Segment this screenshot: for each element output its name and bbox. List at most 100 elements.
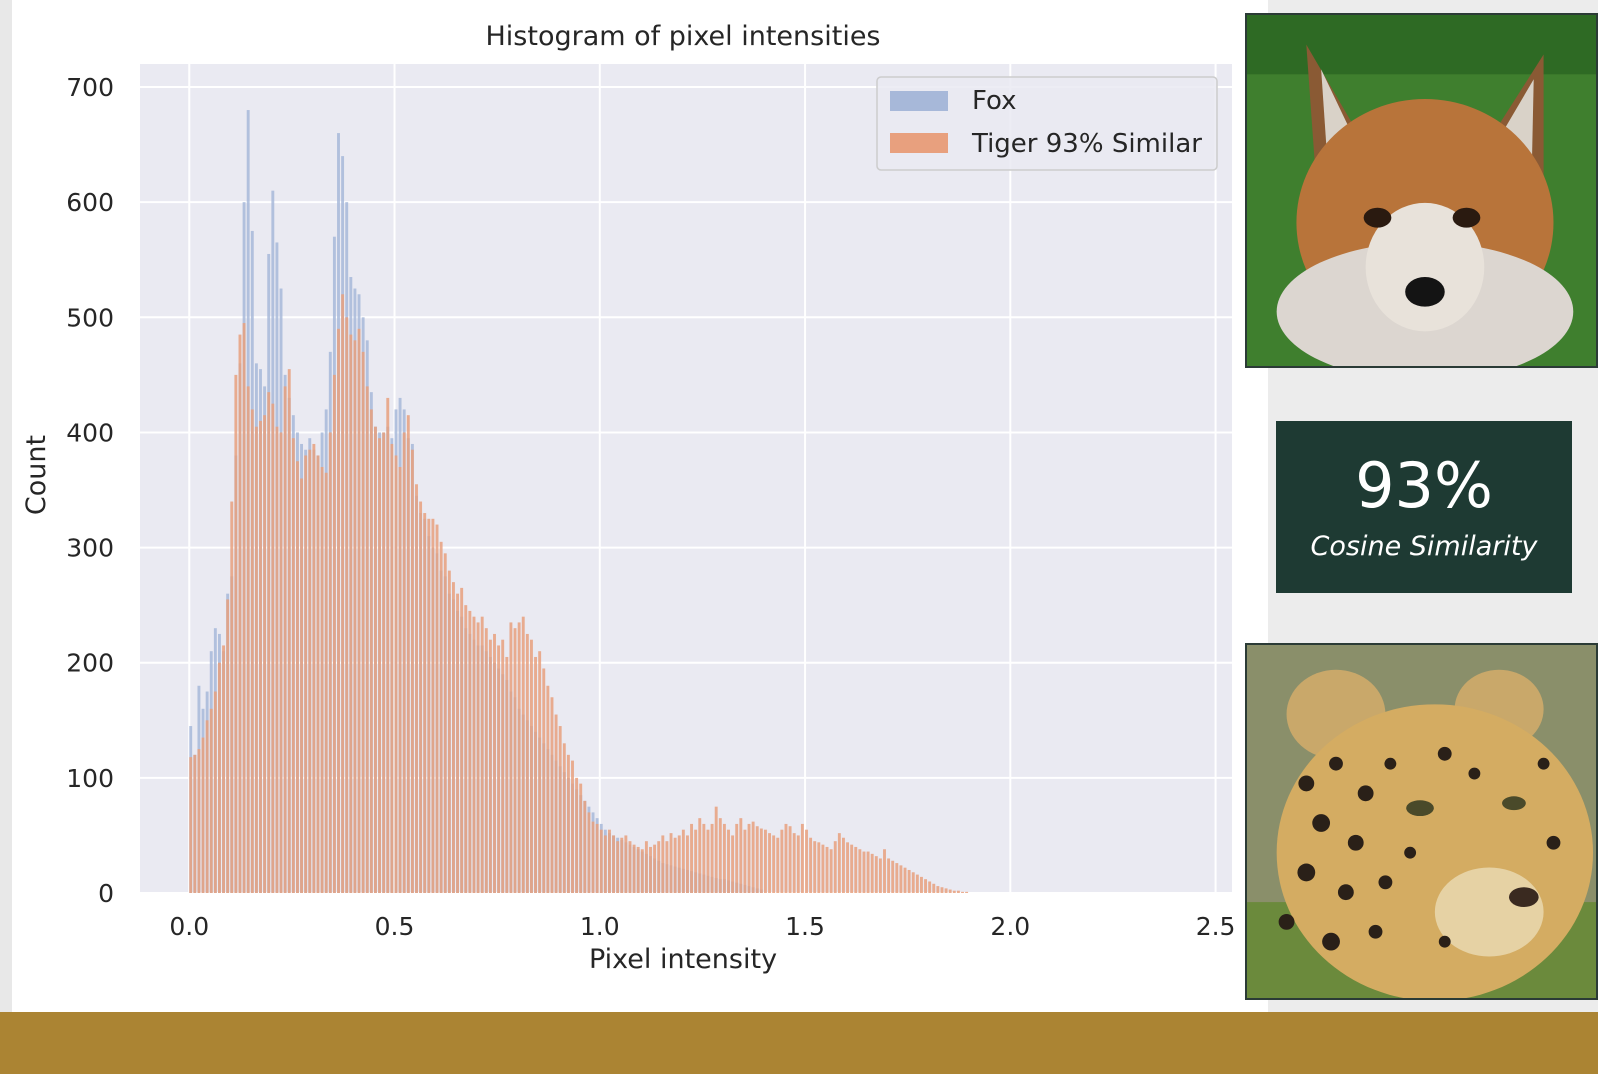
- tiger-bar: [296, 461, 299, 893]
- tiger-bar: [928, 881, 932, 893]
- tiger-bar: [378, 438, 382, 893]
- tiger-bar: [316, 455, 320, 893]
- tiger-bar: [283, 386, 287, 893]
- tiger-bar: [686, 835, 689, 893]
- tiger-bar: [870, 853, 874, 893]
- tiger-bar: [636, 846, 640, 893]
- tiger-bar: [587, 812, 591, 893]
- tiger-bar: [193, 754, 197, 893]
- tiger-bar: [525, 633, 529, 893]
- x-tick-labels: 0.0 0.5 1.0 1.5 2.0 2.5: [169, 912, 1235, 941]
- tiger-bar: [706, 829, 710, 893]
- tiger-bar: [542, 668, 546, 893]
- tiger-bar: [579, 783, 583, 893]
- tiger-bar: [644, 841, 648, 893]
- x-tick-label: 0.5: [375, 912, 415, 941]
- tiger-bar: [895, 863, 899, 893]
- tiger-bar: [382, 432, 386, 893]
- tiger-bar: [550, 697, 554, 893]
- chart-title: Histogram of pixel intensities: [486, 21, 881, 52]
- tiger-bar: [480, 616, 484, 893]
- tiger-bar: [866, 851, 870, 893]
- tiger-bar: [759, 828, 763, 893]
- tiger-bar: [891, 860, 895, 893]
- tiger-bar: [698, 818, 702, 893]
- tiger-bar: [209, 708, 213, 893]
- tiger-bar: [862, 851, 866, 893]
- tiger-bar: [452, 582, 455, 893]
- tiger-bar: [755, 826, 759, 893]
- tiger-bar: [751, 821, 755, 893]
- tiger-bars: [189, 294, 969, 893]
- fox-photo-icon: [1247, 15, 1596, 366]
- tiger-bar: [353, 340, 357, 893]
- tiger-bar: [419, 501, 423, 893]
- legend-swatch-fox: [890, 91, 948, 111]
- tiger-bar: [883, 849, 886, 893]
- tiger-bar: [932, 883, 936, 893]
- plot-area: [140, 64, 1232, 893]
- x-axis-label: Pixel intensity: [589, 944, 777, 975]
- y-tick-label: 600: [66, 188, 114, 217]
- tiger-bar: [599, 829, 603, 893]
- tiger-bar: [517, 622, 521, 893]
- legend-box: [876, 76, 1218, 171]
- tiger-bar: [903, 867, 907, 893]
- tiger-bar: [878, 858, 882, 893]
- tiger-bar: [792, 833, 796, 893]
- x-tick-label: 1.0: [580, 912, 620, 941]
- tiger-bar: [612, 835, 616, 893]
- y-tick-label: 300: [66, 534, 114, 563]
- tiger-bar: [328, 432, 332, 893]
- tiger-bar: [201, 737, 205, 893]
- tiger-bar: [386, 397, 390, 893]
- tiger-bar: [739, 818, 743, 893]
- tiger-bar: [727, 829, 730, 893]
- tiger-bar: [924, 879, 928, 893]
- y-tick-label: 500: [66, 303, 114, 332]
- tiger-bar: [796, 835, 800, 893]
- tiger-bar: [595, 823, 599, 893]
- y-tick-label: 400: [66, 418, 114, 447]
- tiger-bar: [538, 651, 542, 893]
- tiger-bar: [279, 432, 283, 893]
- tiger-bar: [501, 639, 505, 893]
- x-tick-label: 2.0: [990, 912, 1030, 941]
- tiger-bar: [850, 844, 854, 893]
- tiger-bar: [226, 599, 230, 893]
- tiger-bar: [546, 685, 550, 893]
- tiger-bar: [365, 386, 369, 893]
- tiger-bar: [554, 714, 558, 893]
- tiger-bar: [205, 720, 209, 893]
- tiger-bar: [189, 757, 193, 893]
- y-tick-label: 700: [66, 73, 114, 102]
- tiger-bar: [743, 829, 747, 893]
- tiger-bar: [722, 823, 726, 893]
- tiger-bar: [472, 616, 476, 893]
- y-tick-label: 100: [66, 764, 114, 793]
- y-axis-label: Count: [21, 435, 52, 515]
- tiger-bar: [521, 616, 525, 893]
- tiger-bar: [965, 891, 969, 893]
- tiger-bar: [406, 415, 410, 893]
- tiger-bar: [415, 484, 418, 893]
- tiger-bar: [213, 691, 217, 893]
- tiger-bar: [608, 829, 611, 893]
- tiger-bar: [944, 888, 948, 893]
- tiger-bar: [493, 633, 496, 893]
- tiger-bar: [443, 553, 447, 893]
- tiger-bar: [673, 837, 677, 893]
- tiger-bar: [484, 628, 488, 893]
- tiger-bar: [690, 823, 694, 893]
- tiger-bar: [259, 420, 262, 893]
- tiger-bar: [694, 829, 698, 893]
- tiger-bar: [624, 835, 628, 893]
- legend-label-fox: Fox: [972, 86, 1017, 116]
- tiger-bar: [513, 628, 517, 893]
- tiger-bar: [431, 518, 435, 893]
- tiger-bar: [439, 541, 443, 893]
- tiger-bar: [238, 334, 242, 893]
- tiger-bar: [837, 833, 841, 893]
- tiger-bar: [874, 856, 878, 893]
- tiger-bar: [324, 472, 328, 893]
